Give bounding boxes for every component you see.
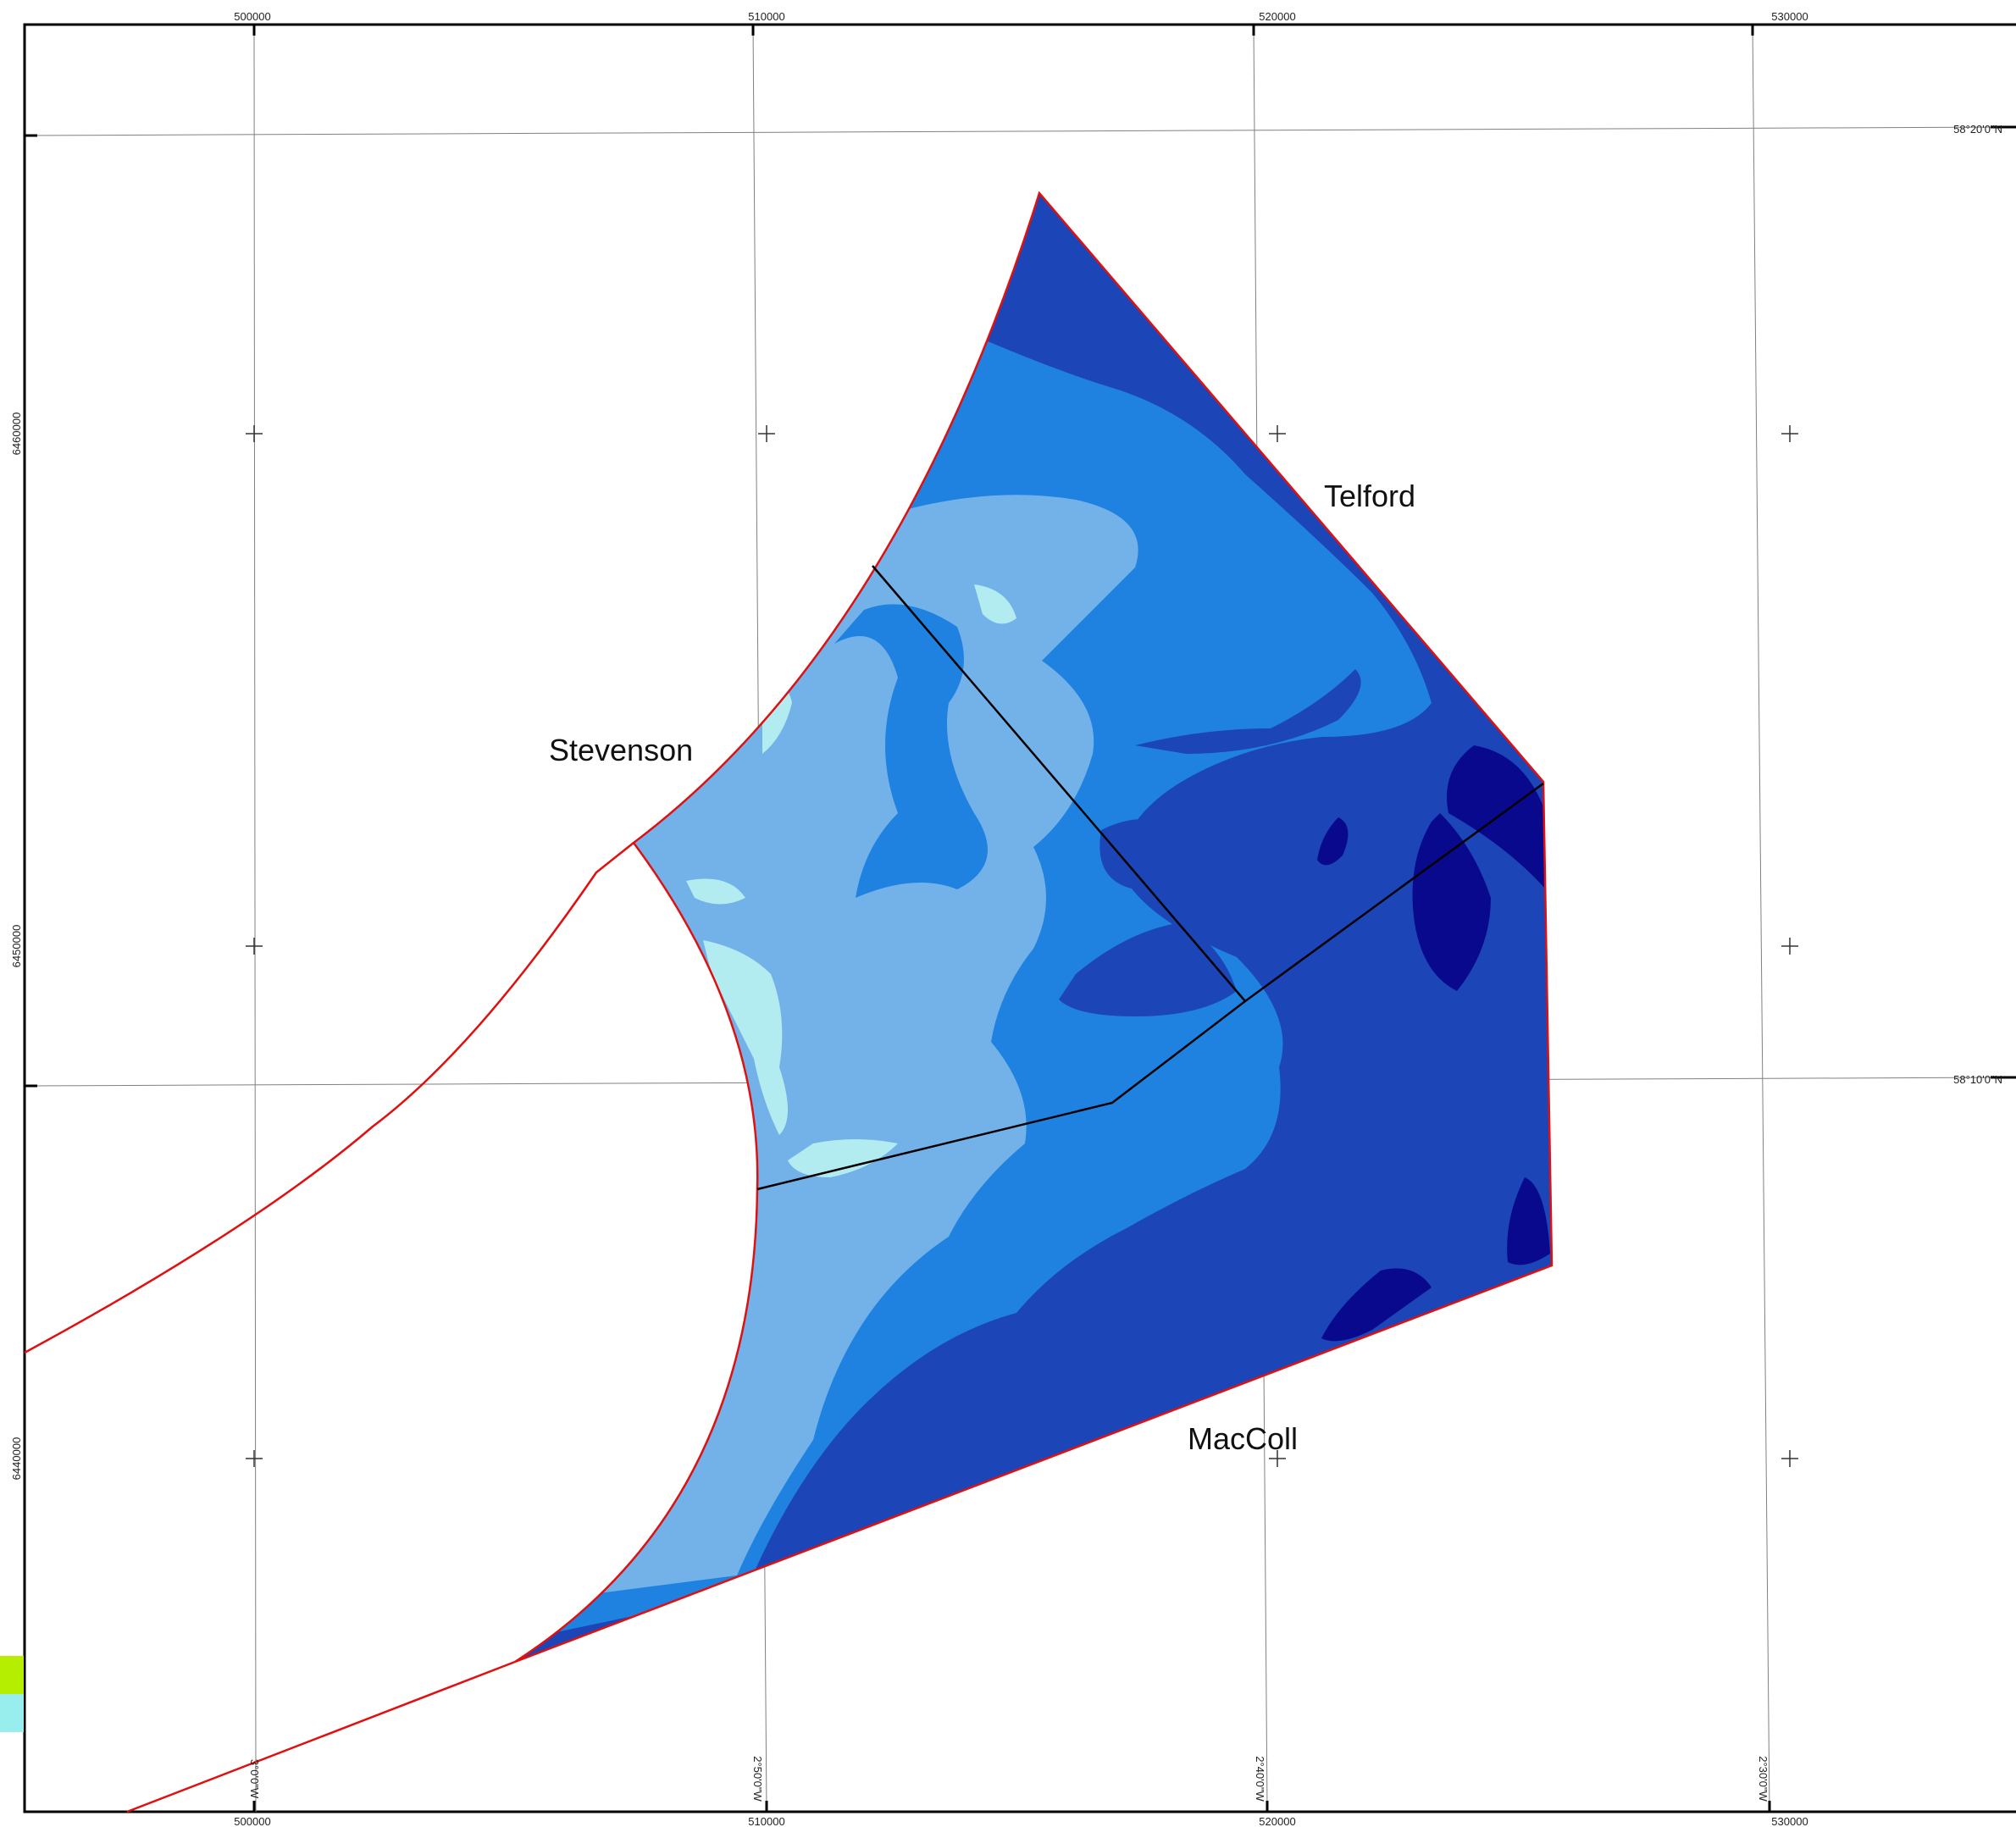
frame-ticks: [25, 25, 2016, 1812]
svg-text:2°50'0"W: 2°50'0"W: [751, 1756, 764, 1802]
svg-text:510000: 510000: [748, 1815, 784, 1827]
svg-text:520000: 520000: [1259, 10, 1295, 23]
adjacent-boundary-south: [126, 1660, 516, 1813]
legend-swatch: [0, 1656, 24, 1694]
svg-text:3°0'0"W: 3°0'0"W: [248, 1759, 261, 1799]
left-tick-labels: 6460000 6450000 6440000: [10, 412, 23, 1481]
top-tick-labels: 500000 510000 520000 530000: [234, 10, 1808, 23]
svg-text:58°20'0"N: 58°20'0"N: [1953, 123, 2002, 136]
map-frame: [23, 23, 2016, 1813]
longitude-labels: 3°0'0"W 2°50'0"W 2°40'0"W 2°30'0"W: [248, 1756, 1770, 1802]
svg-text:6460000: 6460000: [10, 412, 23, 456]
zone-label-maccoll: MacColl: [1188, 1421, 1298, 1456]
site-boundary: [514, 191, 1554, 1664]
bathymetry: [515, 193, 1552, 1662]
svg-text:530000: 530000: [1771, 10, 1808, 23]
bottom-tick-labels: 500000 510000 520000 530000: [234, 1815, 1808, 1827]
svg-text:500000: 500000: [234, 10, 270, 23]
svg-text:520000: 520000: [1259, 1815, 1295, 1827]
svg-text:58°10'0"N: 58°10'0"N: [1953, 1073, 2002, 1086]
svg-text:6450000: 6450000: [10, 925, 23, 968]
latitude-labels: 58°20'0"N 58°10'0"N: [1953, 123, 2002, 1086]
svg-text:2°40'0"W: 2°40'0"W: [1254, 1756, 1266, 1802]
zone-division: [756, 565, 1544, 1191]
svg-text:510000: 510000: [748, 10, 784, 23]
zone-label-stevenson: Stevenson: [549, 733, 693, 767]
zone-label-telford: Telford: [1324, 479, 1415, 513]
adjacent-boundary: [24, 842, 634, 1354]
svg-text:6440000: 6440000: [10, 1437, 23, 1481]
svg-text:530000: 530000: [1771, 1815, 1808, 1827]
svg-text:2°30'0"W: 2°30'0"W: [1757, 1756, 1770, 1802]
legend-swatch: [0, 1694, 24, 1732]
svg-text:500000: 500000: [234, 1815, 270, 1827]
